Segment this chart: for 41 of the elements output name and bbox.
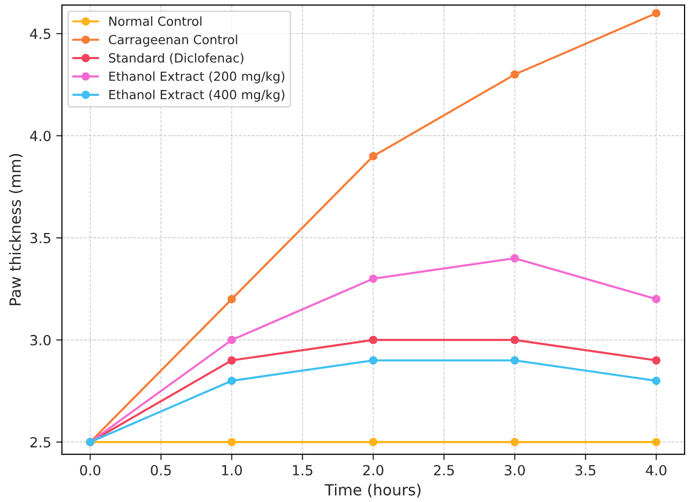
y-tick-label: 4.0 [30,130,51,142]
point [510,336,519,344]
x-tick-label: 2.0 [363,464,384,476]
x-tick-label: 0.5 [150,464,171,476]
legend-label: Normal Control [109,16,202,26]
point [510,254,519,262]
x-tick-label: 0.0 [80,464,100,476]
point [510,356,519,365]
legend-label: Carrageenan Control [108,34,238,47]
x-tick-label: 1.0 [222,464,242,476]
point [652,356,660,365]
point [228,376,236,385]
x-tick-label: 3.0 [504,464,525,476]
point [510,438,519,446]
point [369,336,378,344]
y-tick-label: 3.0 [30,334,51,346]
legend-label: Standard (Diclofenac) [108,52,244,64]
x-tick-label: 4.0 [646,464,666,476]
y-tick-label: 3.5 [30,232,50,244]
point [652,376,660,385]
point [369,438,378,446]
y-tick-label: 4.5 [30,28,50,40]
legend-label: Ethanol Extract (400 mg/kg) [109,90,284,102]
x-axis-title: Time (hours) [324,484,420,498]
x-tick-label: 2.5 [434,464,454,476]
point [228,438,236,446]
point [652,294,660,304]
y-tick-label: 2.5 [30,437,50,448]
x-tick-label: 1.5 [292,465,312,476]
legend-label: Ethanol Extract (200 mg/kg) [109,71,284,84]
point [228,356,236,365]
point [369,274,378,283]
x-tick-label: 3.5 [576,464,596,476]
point [369,152,378,160]
point [228,336,236,344]
point [510,70,519,79]
point [652,438,660,446]
point [652,9,660,18]
y-axis-title: Paw thickness (mm) [9,154,23,306]
point [369,356,378,365]
point [228,294,236,304]
